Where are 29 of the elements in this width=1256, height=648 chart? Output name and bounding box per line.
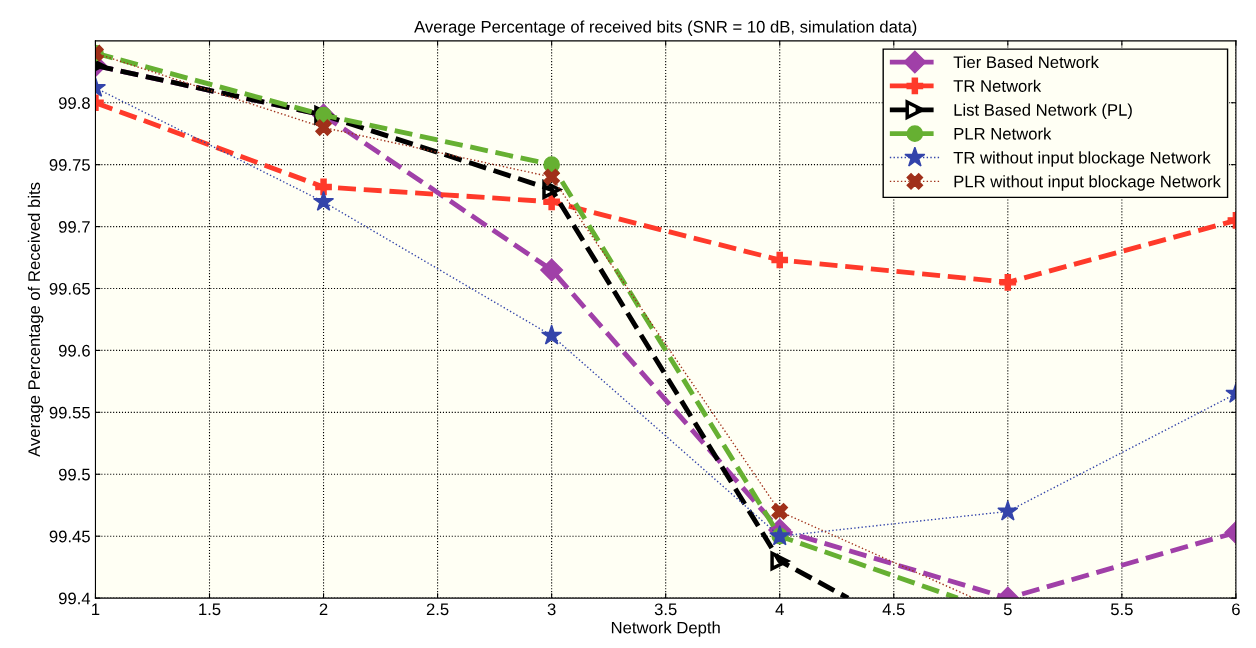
x-tick-label: 4.5 (882, 603, 905, 616)
y-tick-label: 99.5 (58, 468, 90, 481)
x-tick-label: 2.5 (426, 603, 449, 616)
y-tick-label: 99.75 (49, 159, 90, 171)
y-tick-label: 99.4 (58, 592, 91, 605)
x-tick-label: 3.5 (654, 603, 677, 616)
y-tick-label: 99.8 (58, 97, 90, 109)
x-tick-label: 2 (319, 603, 328, 616)
legend-label: List Based Network (PL) (954, 103, 1132, 120)
y-tick-label: 99.6 (58, 344, 90, 357)
chart-title: Average Percentage of received bits (SNR = 10 dB, simulation data) (414, 20, 917, 36)
legend-label: TR without input blockage Network (953, 151, 1211, 167)
x-tick-label: 6 (1232, 603, 1240, 616)
x-tick-label: 3 (547, 603, 556, 616)
y-tick-label: 99.45 (49, 530, 90, 543)
y-tick-label: 99.7 (58, 220, 90, 233)
legend-label: Tier Based Network (953, 55, 1099, 69)
legend-label: PLR Network (954, 127, 1052, 140)
x-tick-label: 4 (775, 603, 784, 616)
x-tick-label: 5.5 (1110, 603, 1133, 616)
x-tick-label: 1.5 (199, 603, 221, 616)
y-tick-label: 99.55 (49, 406, 90, 419)
legend-label: TR Network (953, 79, 1042, 92)
x-tick-label: 5 (1003, 603, 1012, 616)
x-tick-label: 1 (92, 603, 100, 616)
y-axis-title: Average Percentage of Received bits (27, 182, 44, 457)
legend-label: PLR without input blockage Network (954, 175, 1221, 191)
x-axis-title: Network Depth (611, 621, 720, 637)
y-tick-label: 99.65 (49, 282, 90, 295)
